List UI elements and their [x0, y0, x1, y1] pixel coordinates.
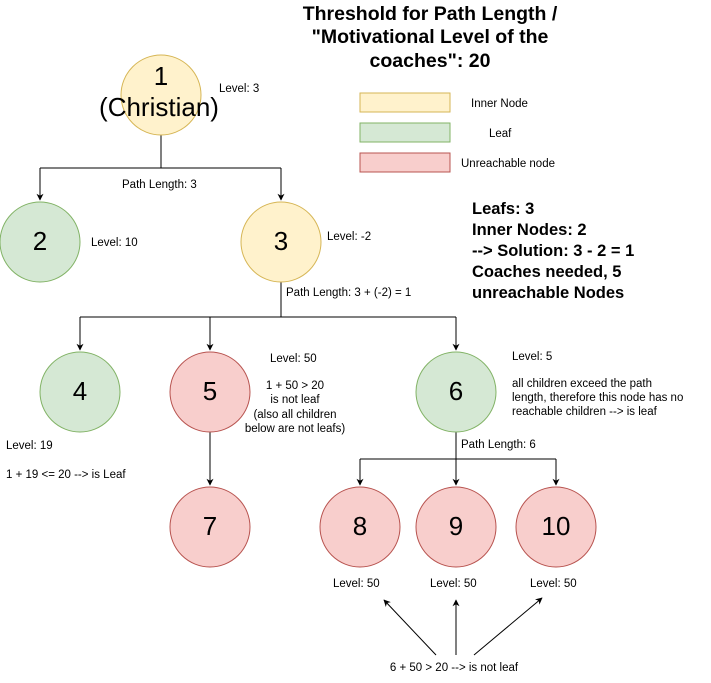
edges	[36, 135, 560, 656]
node-6-label: 6	[449, 376, 463, 406]
note-node-6: all children exceed the path length, the…	[512, 378, 683, 418]
node-5-label: 5	[203, 376, 217, 406]
title-line-3: coaches": 20	[370, 50, 491, 72]
node-2: 2	[0, 201, 81, 283]
legend-swatch-inner	[359, 92, 451, 113]
node-10-label: 10	[542, 511, 571, 541]
note-node-6-line-2: length, therefore this node has no	[512, 392, 683, 404]
summary-line-1: Leafs: 3	[472, 200, 534, 218]
node-8: 8	[319, 486, 401, 568]
summary-line-5: unreachable Nodes	[472, 284, 624, 302]
note-node-5: 1 + 50 > 20 is not leaf (also all childr…	[245, 380, 346, 435]
legend-label-leaf: Leaf	[489, 128, 512, 140]
summary-line-3: --> Solution: 3 - 2 = 1	[472, 242, 634, 260]
level-label-node-4: Level: 19	[6, 440, 53, 452]
level-label-node-2: Level: 10	[91, 237, 138, 249]
note-node-5-line-4: below are not leafs)	[245, 423, 346, 435]
level-label-node-9: Level: 50	[430, 578, 477, 590]
node-4-label: 4	[73, 376, 87, 406]
path-length-node-6: Path Length: 6	[461, 439, 536, 451]
legend-label-unreachable: Unreachable node	[461, 158, 555, 170]
node-6: 6	[415, 351, 497, 433]
level-label-node-3: Level: -2	[327, 231, 371, 243]
node-1: 1 (Christian)	[99, 54, 219, 136]
summary-line-2: Inner Nodes: 2	[472, 221, 587, 239]
node-5: 5	[169, 351, 251, 433]
note-bottom: 6 + 50 > 20 --> is not leaf	[390, 662, 519, 674]
note-node-4: 1 + 19 <= 20 --> is Leaf	[6, 469, 126, 481]
level-label-node-10: Level: 50	[530, 578, 577, 590]
summary: Leafs: 3 Inner Nodes: 2 --> Solution: 3 …	[472, 200, 634, 302]
node-9: 9	[415, 486, 497, 568]
legend-label-inner: Inner Node	[471, 98, 528, 110]
level-label-node-6: Level: 5	[512, 351, 552, 363]
note-node-5-line-1: 1 + 50 > 20	[266, 380, 324, 392]
node-1-number: 1	[154, 61, 168, 91]
legend: Inner Node Leaf Unreachable node	[359, 92, 555, 173]
note-node-6-line-3: reachable children --> is leaf	[512, 406, 658, 418]
node-9-label: 9	[449, 511, 463, 541]
legend-swatch-unreachable	[359, 152, 451, 173]
node-2-label: 2	[33, 226, 47, 256]
node-7: 7	[169, 486, 251, 568]
node-8-label: 8	[353, 511, 367, 541]
path-length-node-1: Path Length: 3	[122, 179, 197, 191]
node-1-name: (Christian)	[99, 92, 219, 122]
note-node-5-line-3: (also all children	[253, 409, 336, 421]
note-node-5-line-2: is not leaf	[270, 394, 320, 406]
note-node-6-line-1: all children exceed the path	[512, 378, 652, 390]
path-length-node-3: Path Length: 3 + (-2) = 1	[286, 287, 411, 299]
node-3: 3	[240, 201, 322, 283]
node-3-label: 3	[274, 226, 288, 256]
level-label-node-5: Level: 50	[270, 353, 317, 365]
legend-swatch-leaf	[359, 122, 451, 143]
title-line-1: Threshold for Path Length /	[303, 3, 558, 25]
node-7-label: 7	[203, 511, 217, 541]
level-label-node-8: Level: 50	[333, 578, 380, 590]
title-line-2: "Motivational Level of the	[312, 26, 549, 48]
level-label-node-1: Level: 3	[219, 83, 259, 95]
node-4: 4	[39, 351, 121, 433]
summary-line-4: Coaches needed, 5	[472, 263, 621, 281]
node-10: 10	[515, 486, 597, 568]
